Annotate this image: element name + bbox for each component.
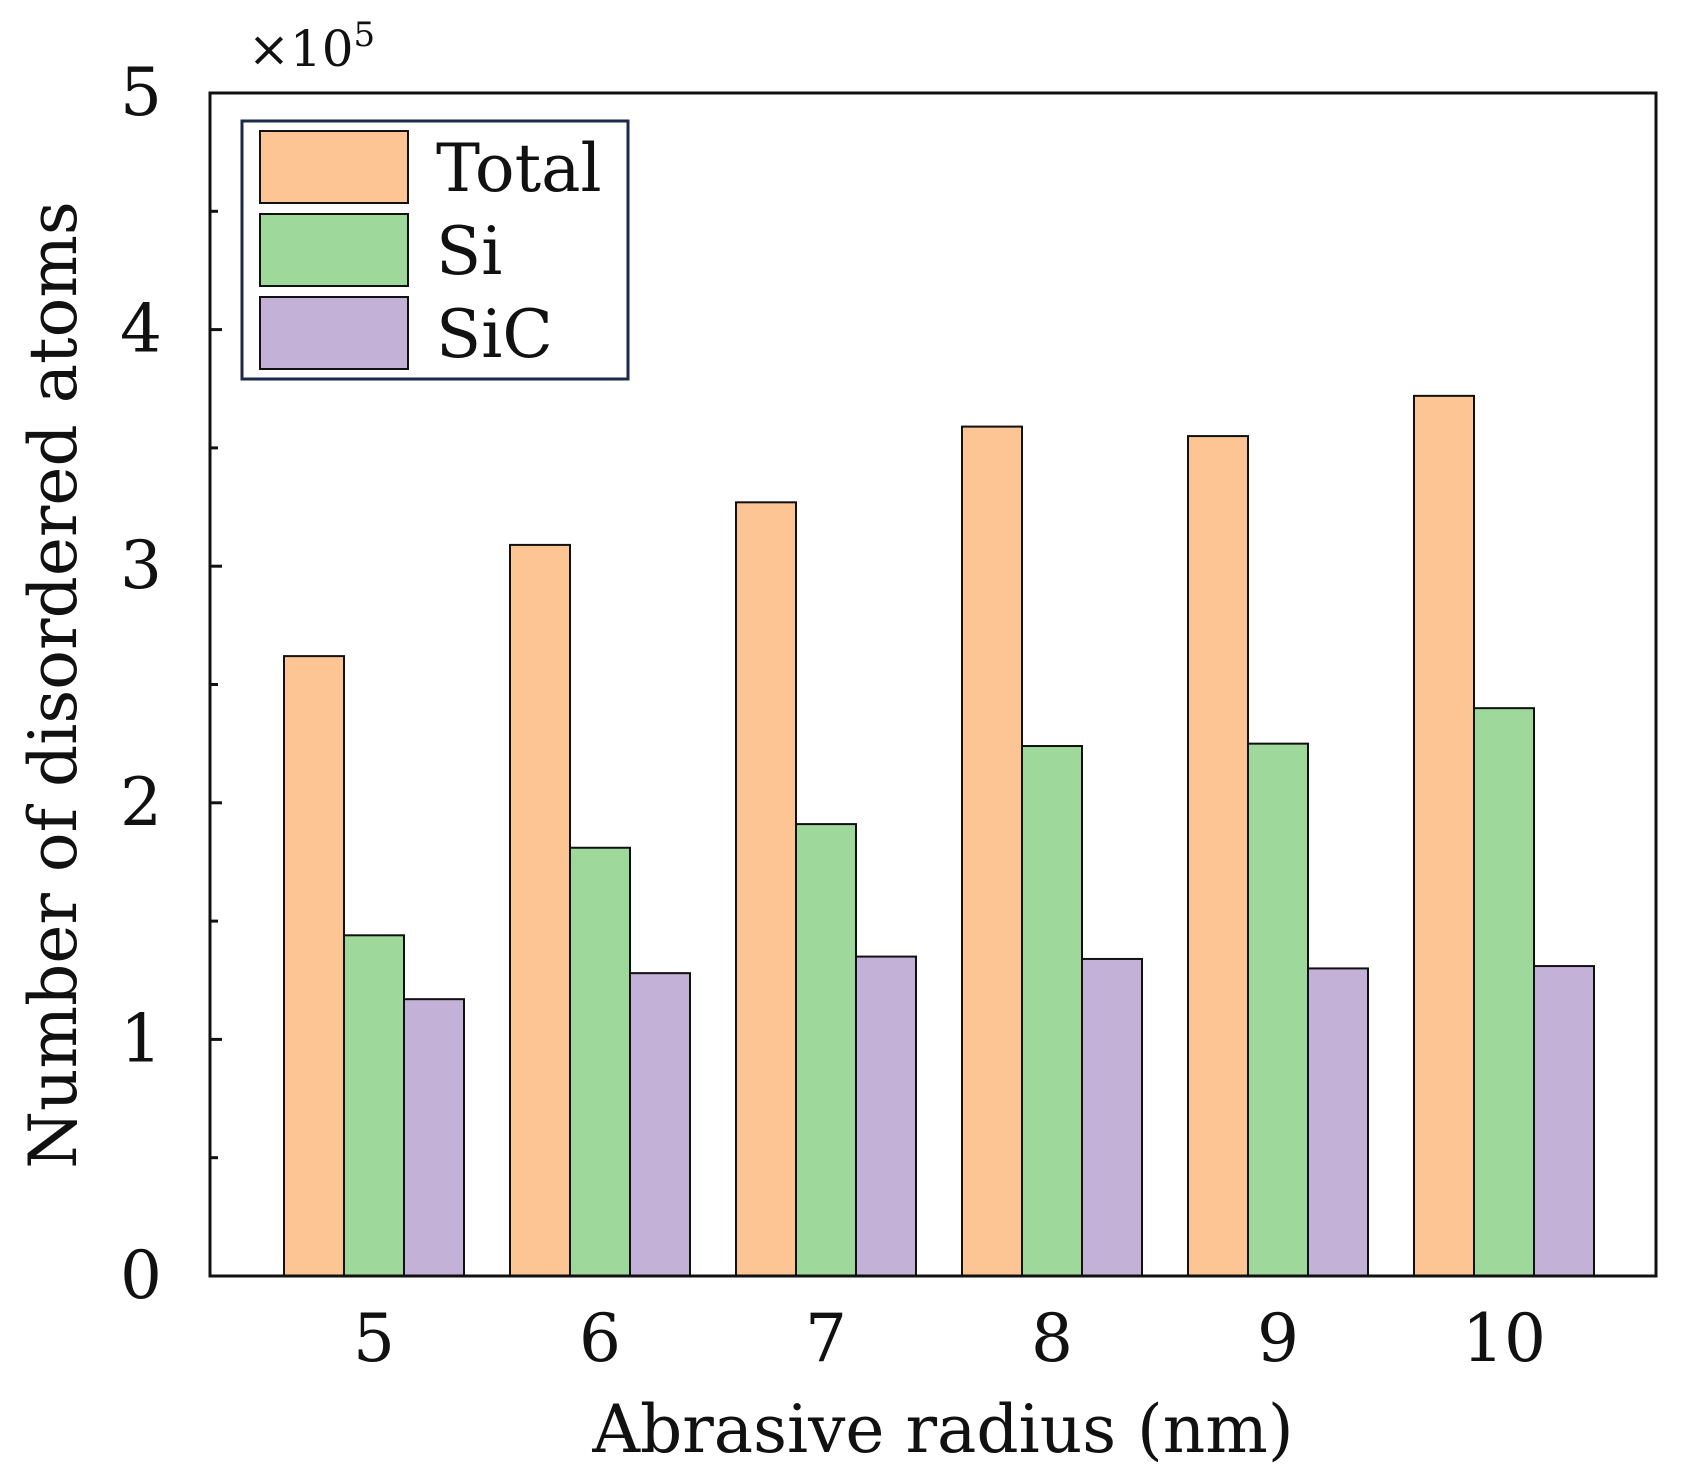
x-tick-label-5: 5 xyxy=(353,1300,395,1377)
y-tick-label-1: 1 xyxy=(120,1000,162,1077)
bar-sic-10 xyxy=(1533,965,1595,1278)
bar-total-10 xyxy=(1413,394,1475,1277)
y-tick-label-3: 3 xyxy=(120,527,162,604)
bar-si-10 xyxy=(1473,707,1535,1277)
y-tick-label-0: 0 xyxy=(120,1237,162,1314)
bar-si-8 xyxy=(1021,745,1083,1277)
y-axis-multiplier: ×105 xyxy=(248,15,375,78)
bar-total-8 xyxy=(961,425,1023,1277)
y-tick-label-5: 5 xyxy=(120,54,162,131)
bar-si-6 xyxy=(569,846,631,1278)
bar-total-5 xyxy=(283,655,345,1277)
x-tick-label-6: 6 xyxy=(579,1300,621,1377)
x-tick-label-9: 9 xyxy=(1257,1300,1299,1377)
x-tick-label-8: 8 xyxy=(1031,1300,1073,1377)
x-axis-ticks: 5 6 7 8 9 10 xyxy=(353,1300,1546,1377)
bar-sic-9 xyxy=(1307,967,1369,1277)
y-tick-label-2: 2 xyxy=(120,764,162,841)
bar-sic-6 xyxy=(629,972,691,1277)
bar-total-6 xyxy=(509,543,571,1277)
y-axis-title: Number of disordered atoms xyxy=(15,201,92,1169)
legend-label-si: Si xyxy=(436,213,502,290)
plot-frame xyxy=(208,91,1658,1278)
legend-swatch-sic xyxy=(259,296,409,370)
bars-group xyxy=(283,394,1595,1278)
x-tick-label-7: 7 xyxy=(805,1300,847,1377)
bar-total-7 xyxy=(735,501,797,1277)
y-axis-ticks: 0 1 2 3 4 5 xyxy=(120,54,222,1314)
legend-label-total: Total xyxy=(436,130,602,207)
bar-si-5 xyxy=(343,934,405,1278)
bar-sic-7 xyxy=(855,955,917,1278)
bar-sic-5 xyxy=(403,998,465,1277)
legend-swatch-si xyxy=(259,213,409,287)
bar-total-9 xyxy=(1187,435,1249,1277)
x-axis-title: Abrasive radius (nm) xyxy=(591,1391,1293,1468)
legend-swatch-total xyxy=(259,130,409,204)
bar-sic-8 xyxy=(1081,957,1143,1277)
bar-si-9 xyxy=(1247,742,1309,1277)
y-tick-label-4: 4 xyxy=(120,291,162,368)
bar-si-7 xyxy=(795,823,857,1277)
legend-label-sic: SiC xyxy=(436,296,553,373)
x-tick-label-10: 10 xyxy=(1462,1300,1546,1377)
